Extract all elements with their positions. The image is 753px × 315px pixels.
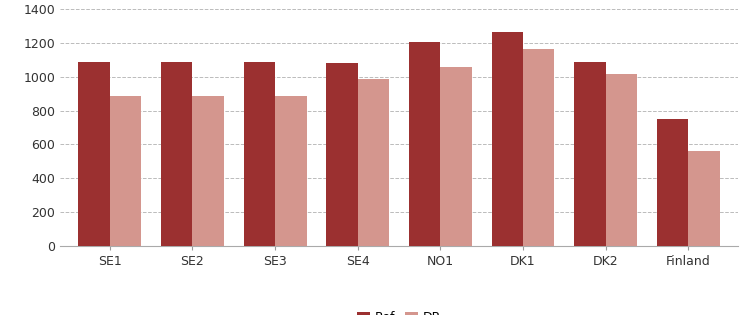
Bar	[161, 62, 193, 246]
Bar	[441, 67, 472, 246]
Bar	[110, 96, 142, 246]
Bar	[575, 62, 605, 246]
Bar	[326, 63, 358, 246]
Bar	[523, 49, 554, 246]
Bar	[657, 119, 688, 246]
Legend: Ref, DR: Ref, DR	[352, 306, 446, 315]
Bar	[78, 62, 110, 246]
Bar	[688, 151, 720, 246]
Bar	[605, 74, 637, 246]
Bar	[358, 79, 389, 246]
Bar	[193, 96, 224, 246]
Bar	[275, 96, 306, 246]
Bar	[492, 32, 523, 246]
Bar	[244, 62, 275, 246]
Bar	[409, 42, 441, 246]
